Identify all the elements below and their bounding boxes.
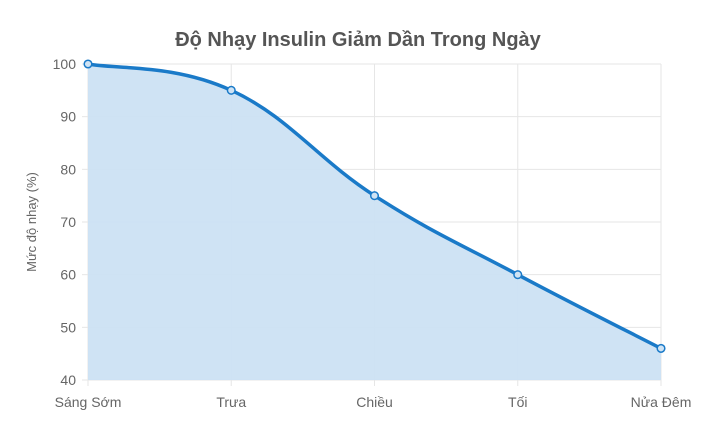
chart-title: Độ Nhạy Insulin Giảm Dần Trong Ngày <box>175 29 541 51</box>
x-tick-label: Tối <box>508 394 527 410</box>
x-tick-label: Sáng Sớm <box>55 394 122 410</box>
x-tick-label: Nửa Đêm <box>631 394 692 410</box>
x-tick-label: Chiều <box>356 394 393 410</box>
x-axis-ticks: Sáng Sớm Trưa Chiều Tối Nửa Đêm <box>55 394 692 410</box>
x-tick-label: Trưa <box>216 394 246 410</box>
y-axis-ticks: 40 50 60 70 80 90 100 <box>53 56 77 388</box>
y-tick-label: 60 <box>60 267 76 283</box>
y-tick-label: 90 <box>60 109 76 125</box>
y-tick-label: 80 <box>60 161 76 177</box>
data-points <box>83 59 666 353</box>
y-tick-label: 70 <box>60 214 76 230</box>
series-area-fill <box>88 64 661 380</box>
y-tick-label: 40 <box>60 372 76 388</box>
data-point <box>369 191 380 201</box>
data-point <box>226 85 236 95</box>
data-point <box>513 270 523 280</box>
y-tick-label: 50 <box>60 319 76 335</box>
y-axis-label: Mức độ nhạy (%) <box>24 172 39 272</box>
data-point <box>83 59 93 69</box>
y-tick-label: 100 <box>53 56 77 72</box>
data-point <box>656 343 666 353</box>
